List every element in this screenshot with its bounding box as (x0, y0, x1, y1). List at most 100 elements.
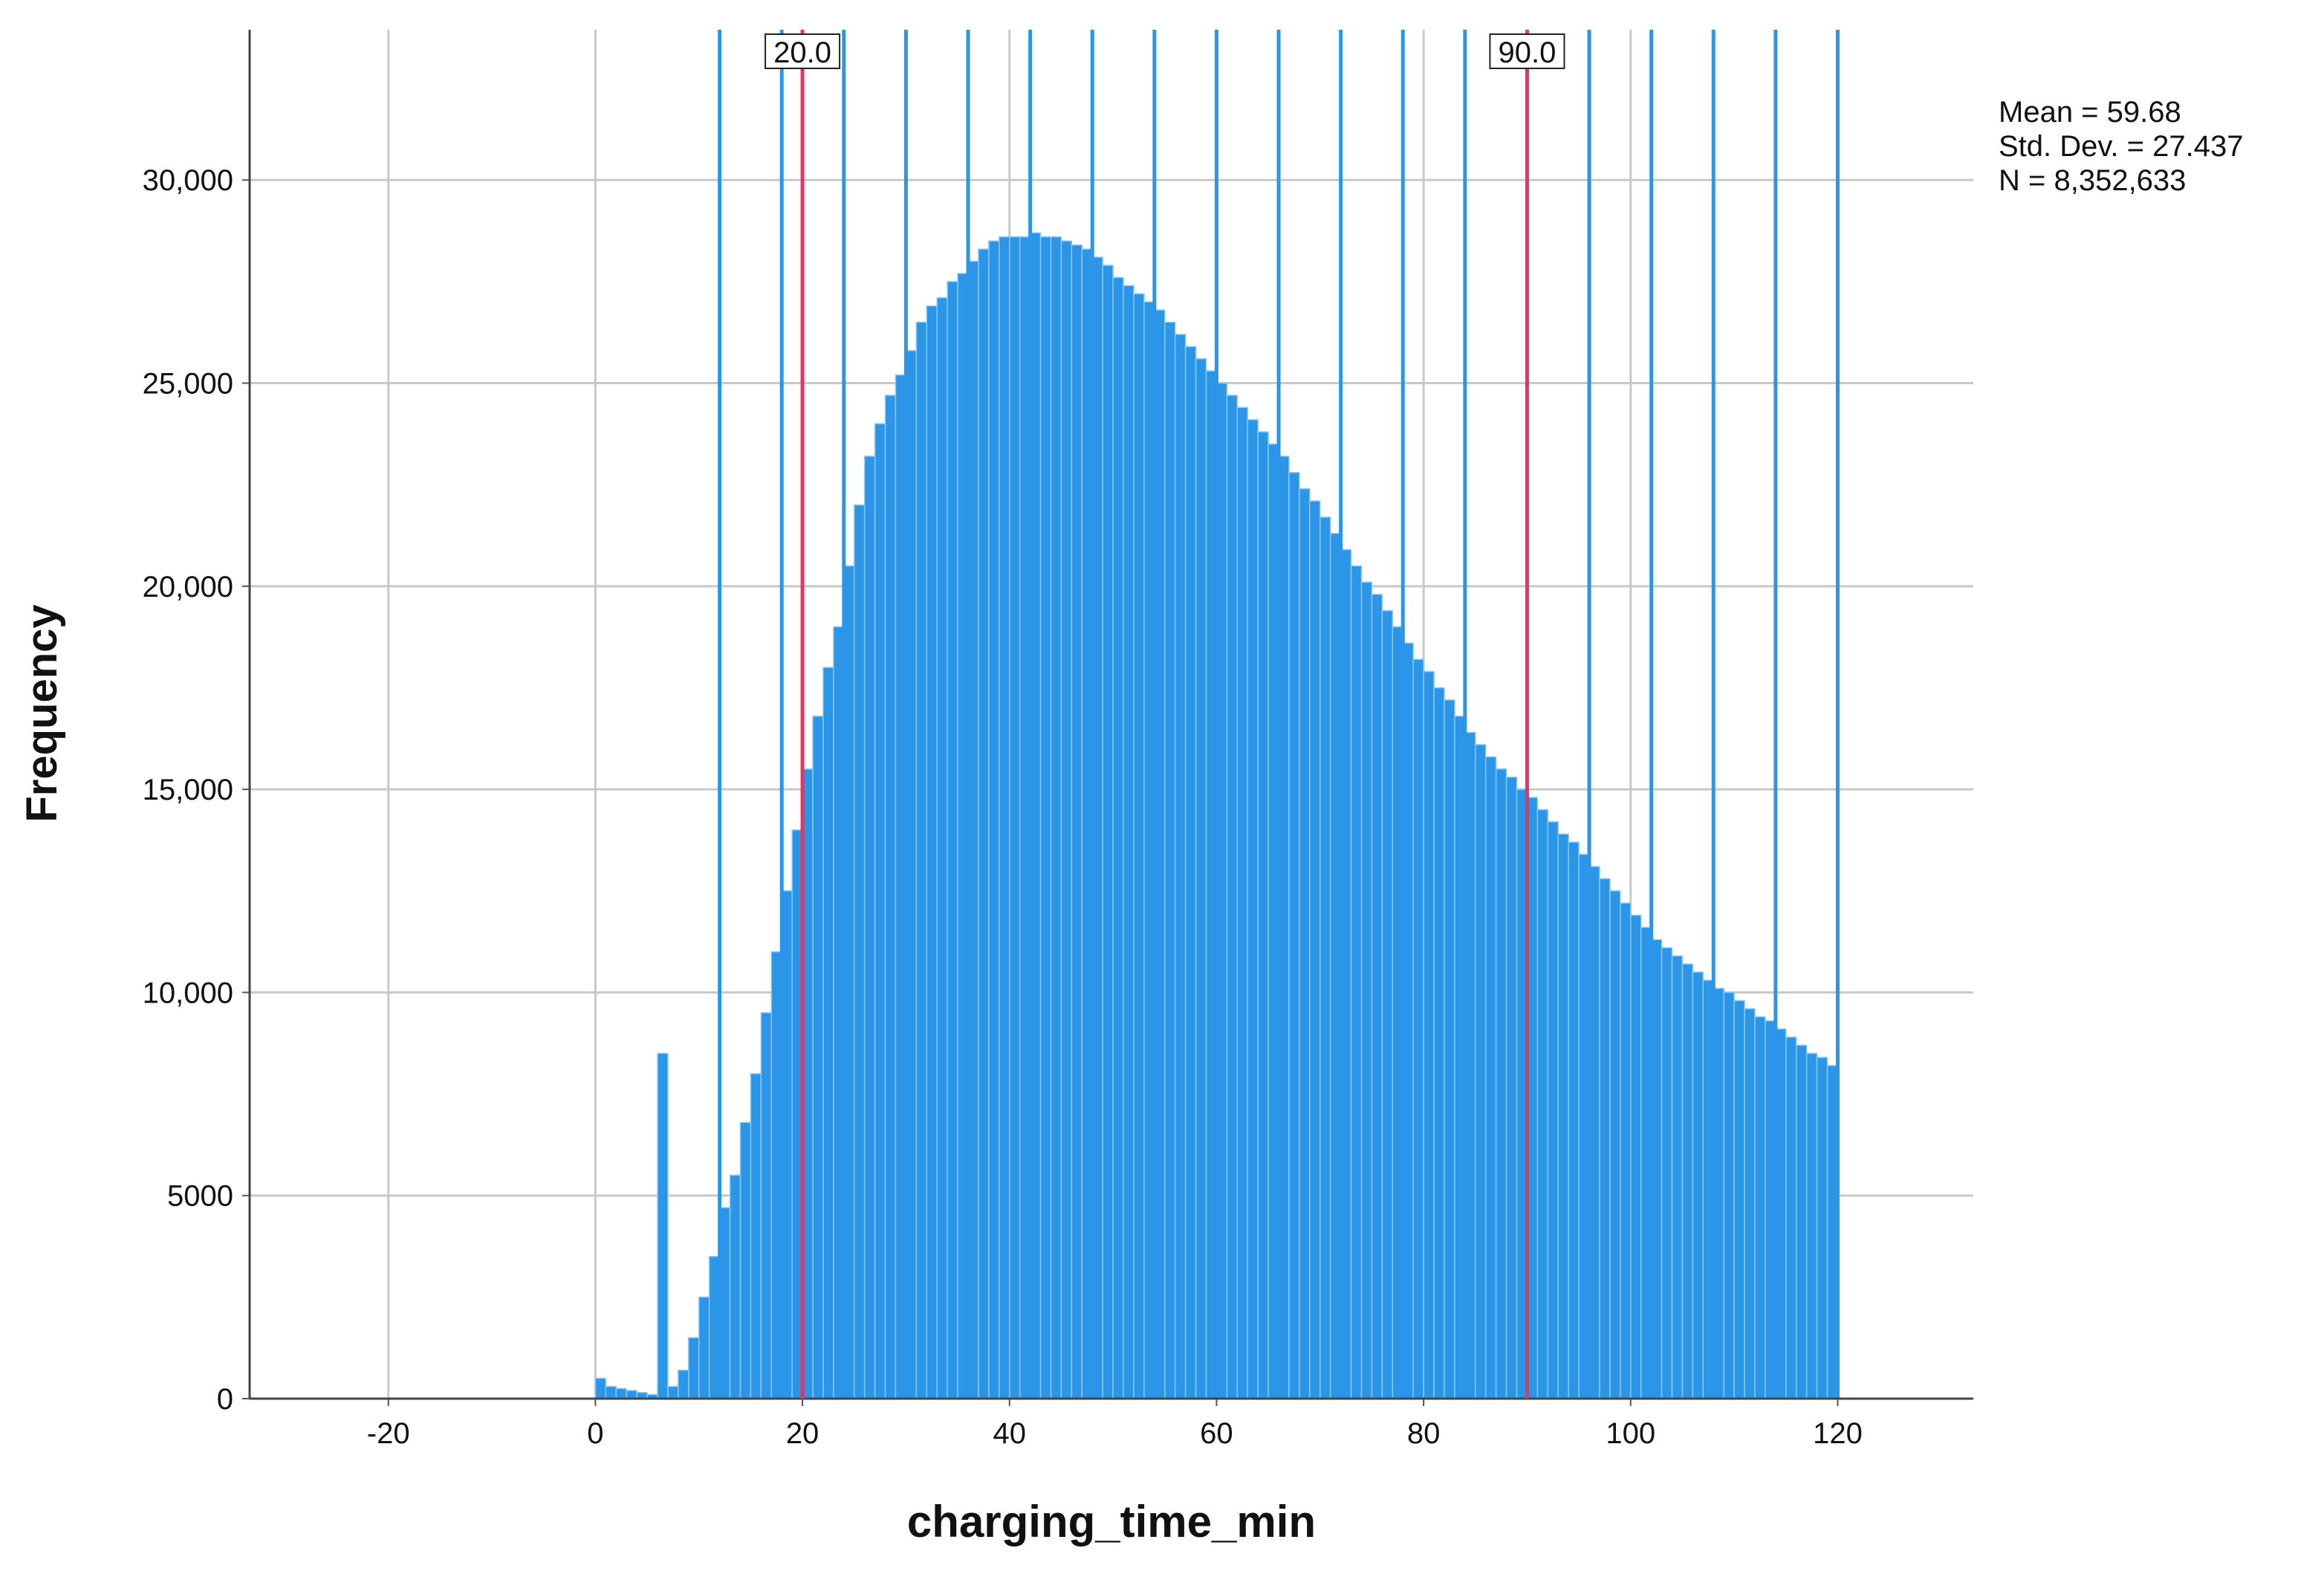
histogram-bar (1475, 744, 1487, 1399)
histogram-bar (1350, 565, 1363, 1399)
histogram-bar (1630, 914, 1642, 1399)
histogram-bar (1257, 431, 1269, 1399)
histogram-bar (688, 1337, 700, 1399)
y-tick-label: 20,000 (143, 571, 233, 603)
y-tick-label: 15,000 (143, 774, 233, 806)
histogram-bar (1671, 955, 1684, 1399)
histogram-bar (1444, 699, 1455, 1399)
histogram-bar (936, 297, 948, 1399)
histogram-bar (657, 1052, 669, 1399)
histogram-bar (1102, 265, 1114, 1399)
histogram-bar (926, 305, 938, 1399)
histogram-bar (1174, 334, 1187, 1399)
x-tick-label: 120 (1813, 1417, 1863, 1450)
histogram-bar (1536, 809, 1549, 1399)
histogram-bar (1071, 244, 1083, 1399)
histogram-bar (1112, 276, 1124, 1399)
y-tick-label: 5000 (167, 1180, 233, 1213)
histogram-bar (760, 1011, 773, 1399)
histogram-bar (1320, 517, 1331, 1399)
histogram-bar (678, 1369, 689, 1399)
histogram-bar (729, 1174, 741, 1399)
histogram-bar (698, 1296, 710, 1399)
histogram-bar (1433, 687, 1445, 1399)
histogram-bar (1133, 293, 1145, 1399)
x-tick-label: 100 (1606, 1417, 1655, 1450)
x-tick-label: 60 (1200, 1417, 1233, 1450)
y-tick-label: 30,000 (143, 164, 233, 197)
histogram-bar (1299, 488, 1311, 1399)
histogram-bar (1360, 581, 1373, 1399)
stats-text: N = 8,352,633 (1999, 164, 2186, 197)
reference-label-box (1489, 33, 1565, 69)
histogram-bar (1381, 609, 1394, 1399)
histogram-bar (594, 1377, 607, 1399)
histogram-bar (1484, 756, 1497, 1399)
x-tick-label: 20 (786, 1417, 819, 1450)
y-axis-label: Frequency (18, 604, 66, 822)
histogram-bar (1681, 963, 1694, 1399)
histogram-bar (812, 715, 824, 1399)
histogram-bar (988, 240, 1000, 1399)
histogram-bar (1495, 768, 1507, 1399)
x-tick-label: 80 (1407, 1417, 1441, 1450)
x-tick-label: 40 (993, 1417, 1027, 1450)
histogram-bar (1195, 357, 1207, 1399)
histogram-bar (863, 456, 876, 1399)
reference-label: 90.0 (1499, 36, 1557, 69)
histogram-bar (1609, 890, 1621, 1399)
histogram-bar (1547, 821, 1559, 1399)
histogram-bar (1050, 236, 1062, 1399)
y-tick-label: 25,000 (143, 368, 233, 401)
histogram-bar (615, 1387, 627, 1399)
histogram-bar (1620, 902, 1632, 1399)
reference-label-box (765, 33, 841, 69)
histogram-bar (1795, 1044, 1808, 1399)
histogram-bar (1039, 236, 1052, 1399)
histogram-bar (1557, 833, 1569, 1399)
histogram-bar (1733, 1000, 1745, 1399)
histogram-bar (1816, 1057, 1828, 1399)
histogram-bar (1164, 321, 1176, 1399)
histogram-bar (667, 1385, 679, 1399)
histogram-bar (1599, 878, 1611, 1399)
histogram-bar (1123, 285, 1135, 1399)
histogram-bar (1236, 407, 1248, 1399)
histogram-bar (750, 1072, 762, 1399)
histogram-bar (739, 1121, 752, 1399)
histogram-bar (1184, 346, 1197, 1399)
histogram-bar (1692, 971, 1704, 1399)
histogram-bar (978, 248, 990, 1399)
histogram-bar (1371, 594, 1383, 1399)
histogram-bar (1060, 240, 1073, 1399)
histogram-bar (884, 395, 897, 1399)
histogram-bar (874, 423, 886, 1399)
histogram-bar (626, 1390, 637, 1399)
x-tick-label: -20 (367, 1417, 410, 1450)
histogram-bar (1309, 500, 1321, 1399)
histogram-bar (1226, 395, 1239, 1399)
histogram-bar (1505, 776, 1518, 1399)
histogram-bar (1744, 1008, 1756, 1399)
histogram-bar (853, 504, 866, 1399)
histogram-bar (1661, 947, 1673, 1399)
histogram-bar (1785, 1036, 1797, 1399)
histogram-bar (1754, 1016, 1766, 1399)
stats-text: Mean = 59.68 (1999, 96, 2181, 129)
histogram-bar (1723, 991, 1735, 1399)
histogram-bar (1568, 841, 1580, 1399)
reference-label: 20.0 (773, 36, 831, 69)
x-axis-label: charging_time_min (907, 1497, 1316, 1547)
histogram-bar (947, 281, 958, 1399)
histogram-bar (605, 1385, 617, 1399)
histogram-bar (1009, 236, 1021, 1399)
y-tick-label: 0 (217, 1383, 233, 1416)
histogram-bar (1247, 418, 1259, 1399)
histogram-bar (915, 321, 928, 1399)
y-tick-label: 10,000 (143, 977, 233, 1009)
x-tick-label: 0 (587, 1417, 603, 1450)
histogram-bar (1805, 1052, 1818, 1399)
histogram-bar (1423, 670, 1435, 1399)
stats-text: Std. Dev. = 27.437 (1999, 130, 2243, 163)
